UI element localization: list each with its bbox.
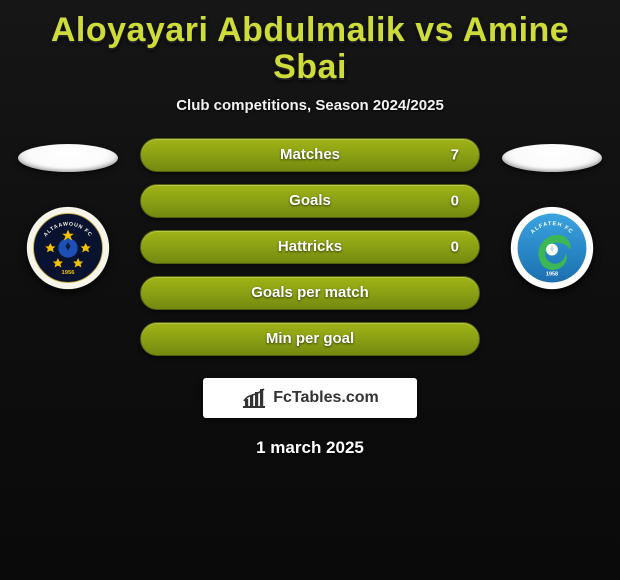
stat-label: Goals per match <box>251 284 369 301</box>
stat-value: 0 <box>451 192 459 209</box>
brand-card[interactable]: FcTables.com <box>203 378 417 418</box>
right-player-chip <box>502 144 602 172</box>
stat-min-per-goal: Min per goal <box>140 322 480 356</box>
altaawoun-crest-icon: ALTAAWOUN FC 1956 <box>26 206 110 290</box>
bar-chart-icon <box>241 387 267 409</box>
left-side: ALTAAWOUN FC 1956 <box>16 138 120 290</box>
subtitle: Club competitions, Season 2024/2025 <box>176 97 444 114</box>
stat-value: 0 <box>451 238 459 255</box>
stat-matches: Matches 7 <box>140 138 480 172</box>
comparison-row: ALTAAWOUN FC 1956 <box>0 138 620 356</box>
match-date: 1 march 2025 <box>256 438 364 458</box>
left-club-crest: ALTAAWOUN FC 1956 <box>26 206 110 290</box>
stat-value: 7 <box>451 146 459 163</box>
stat-label: Hattricks <box>278 238 342 255</box>
page-title: Aloyayari Abdulmalik vs Amine Sbai <box>0 8 620 93</box>
stat-goals-per-match: Goals per match <box>140 276 480 310</box>
stat-hattricks: Hattricks 0 <box>140 230 480 264</box>
svg-text:1956: 1956 <box>61 270 75 276</box>
alfateh-crest-icon: ALFATEH FC 1958 <box>510 206 594 290</box>
right-side: ALFATEH FC 1958 <box>500 138 604 290</box>
stat-pills: Matches 7 Goals 0 Hattricks 0 Goals per … <box>140 138 480 356</box>
stat-label: Min per goal <box>266 330 354 347</box>
right-club-crest: ALFATEH FC 1958 <box>510 206 594 290</box>
stat-label: Matches <box>280 146 340 163</box>
stat-label: Goals <box>289 192 331 209</box>
brand-label: FcTables.com <box>273 389 379 407</box>
svg-text:1958: 1958 <box>546 272 558 278</box>
stat-goals: Goals 0 <box>140 184 480 218</box>
left-player-chip <box>18 144 118 172</box>
